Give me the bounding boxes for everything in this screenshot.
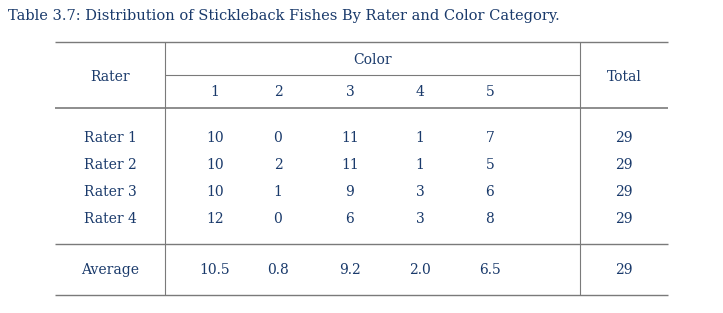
Text: 3: 3 (346, 85, 354, 99)
Text: 6.5: 6.5 (479, 263, 501, 277)
Text: 2: 2 (273, 85, 283, 99)
Text: 1: 1 (416, 131, 424, 145)
Text: 0.8: 0.8 (267, 263, 289, 277)
Text: 0: 0 (273, 131, 283, 145)
Text: 29: 29 (615, 263, 633, 277)
Text: 2: 2 (273, 158, 283, 172)
Text: Rater 1: Rater 1 (84, 131, 137, 145)
Text: 5: 5 (486, 158, 495, 172)
Text: 10.5: 10.5 (200, 263, 231, 277)
Text: Rater 2: Rater 2 (84, 158, 137, 172)
Text: 4: 4 (416, 85, 424, 99)
Text: Total: Total (607, 70, 641, 84)
Text: 5: 5 (486, 85, 495, 99)
Text: Rater 4: Rater 4 (84, 212, 137, 226)
Text: 8: 8 (486, 212, 495, 226)
Text: 9.2: 9.2 (339, 263, 361, 277)
Text: 6: 6 (346, 212, 354, 226)
Text: 1: 1 (273, 185, 283, 199)
Text: 10: 10 (206, 185, 224, 199)
Text: 29: 29 (615, 158, 633, 172)
Text: 10: 10 (206, 131, 224, 145)
Text: 29: 29 (615, 212, 633, 226)
Text: 3: 3 (416, 185, 424, 199)
Text: 3: 3 (416, 212, 424, 226)
Text: 29: 29 (615, 185, 633, 199)
Text: 11: 11 (341, 158, 359, 172)
Text: Rater: Rater (90, 70, 130, 84)
Text: 29: 29 (615, 131, 633, 145)
Text: 0: 0 (273, 212, 283, 226)
Text: Color: Color (354, 54, 392, 68)
Text: Average: Average (81, 263, 139, 277)
Text: 12: 12 (206, 212, 224, 226)
Text: 7: 7 (486, 131, 495, 145)
Text: 2.0: 2.0 (409, 263, 431, 277)
Text: Rater 3: Rater 3 (84, 185, 137, 199)
Text: Table 3.7: Distribution of Stickleback Fishes By Rater and Color Category.: Table 3.7: Distribution of Stickleback F… (8, 9, 560, 23)
Text: 1: 1 (416, 158, 424, 172)
Text: 1: 1 (210, 85, 220, 99)
Text: 10: 10 (206, 158, 224, 172)
Text: 9: 9 (346, 185, 354, 199)
Text: 6: 6 (486, 185, 495, 199)
Text: 11: 11 (341, 131, 359, 145)
